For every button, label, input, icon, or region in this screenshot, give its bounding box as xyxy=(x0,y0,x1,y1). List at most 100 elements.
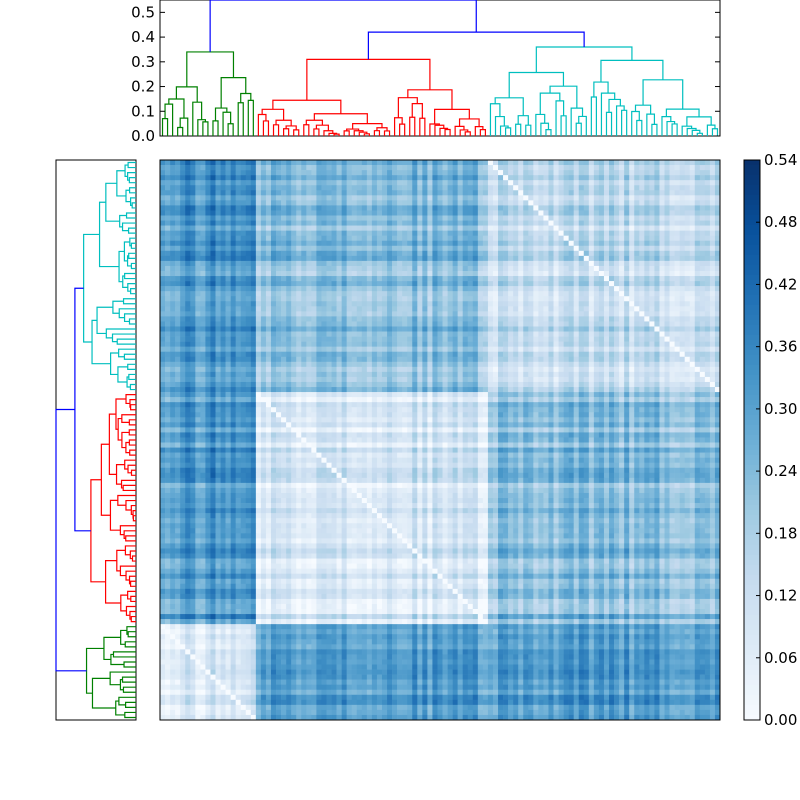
heatmap-cell xyxy=(422,366,428,373)
heatmap-cell xyxy=(659,250,665,257)
heatmap-cell xyxy=(387,366,393,373)
heatmap-cell xyxy=(472,371,479,378)
left-dendrogram-link xyxy=(118,250,125,283)
heatmap-cell xyxy=(583,291,590,297)
heatmap-cell xyxy=(714,286,721,292)
heatmap-cell xyxy=(659,240,665,247)
heatmap-cell xyxy=(523,205,529,211)
heatmap-cell xyxy=(472,301,479,307)
heatmap-cell xyxy=(437,270,443,277)
heatmap-cell xyxy=(185,165,191,171)
heatmap-cell xyxy=(573,245,580,252)
heatmap-cell xyxy=(654,170,660,176)
heatmap-cell xyxy=(452,356,458,363)
heatmap-cell xyxy=(412,270,418,277)
heatmap-cell xyxy=(260,276,267,282)
heatmap-cell xyxy=(381,281,388,287)
heatmap-cell xyxy=(654,291,660,297)
heatmap-cell xyxy=(447,175,453,181)
heatmap-cell xyxy=(518,200,524,206)
heatmap-cell xyxy=(402,301,408,307)
heatmap-cell xyxy=(210,235,216,242)
heatmap-cell xyxy=(321,296,327,302)
heatmap-cell xyxy=(467,321,474,327)
heatmap-cell xyxy=(452,301,458,307)
heatmap-cell xyxy=(437,331,443,337)
heatmap-cell xyxy=(603,260,610,267)
heatmap-cell xyxy=(684,190,691,196)
heatmap-cell xyxy=(200,291,206,297)
heatmap-cell xyxy=(351,371,358,378)
heatmap-cell xyxy=(376,195,383,201)
heatmap-cell xyxy=(170,175,176,181)
heatmap-cell xyxy=(331,366,337,373)
heatmap-cell xyxy=(593,296,600,302)
top-dendrogram-link xyxy=(367,31,585,60)
heatmap-cell xyxy=(452,160,458,166)
heatmap-cell xyxy=(326,351,332,358)
heatmap-cell xyxy=(437,291,443,297)
heatmap-cell xyxy=(634,180,640,186)
heatmap-cell xyxy=(245,371,252,378)
heatmap-cell xyxy=(624,235,630,242)
heatmap-cell xyxy=(356,245,363,252)
heatmap-cell xyxy=(432,255,438,262)
heatmap-cell xyxy=(397,205,403,211)
heatmap-cell xyxy=(518,371,524,378)
heatmap-cell xyxy=(210,331,216,337)
heatmap-cell xyxy=(709,165,716,171)
heatmap-cell xyxy=(366,366,373,373)
heatmap-cell xyxy=(548,346,554,353)
heatmap-cell xyxy=(281,351,287,358)
heatmap-cell xyxy=(593,195,600,201)
heatmap-cell xyxy=(341,255,347,262)
heatmap-cell xyxy=(311,301,317,307)
heatmap-cell xyxy=(381,200,388,206)
heatmap-cell xyxy=(200,311,206,317)
heatmap-cell xyxy=(265,291,272,297)
heatmap-cell xyxy=(432,260,438,267)
heatmap-cell xyxy=(225,366,231,373)
heatmap-cell xyxy=(442,205,448,211)
heatmap-cell xyxy=(593,260,600,267)
heatmap-cell xyxy=(286,240,292,247)
heatmap-cell xyxy=(472,265,479,272)
heatmap-cell xyxy=(603,321,610,327)
heatmap-cell xyxy=(694,276,701,282)
heatmap-cell xyxy=(609,371,615,378)
heatmap-cell xyxy=(543,165,549,171)
heatmap-cell xyxy=(714,190,721,196)
left-dendrogram-link xyxy=(118,696,136,706)
heatmap-cell xyxy=(437,366,443,373)
heatmap-cell xyxy=(593,270,600,277)
heatmap-cell xyxy=(482,276,489,282)
heatmap-cell xyxy=(548,291,554,297)
heatmap-cell xyxy=(523,341,529,347)
heatmap-cell xyxy=(185,276,191,282)
heatmap-cell xyxy=(346,371,353,378)
heatmap-cell xyxy=(165,180,171,186)
heatmap-cell xyxy=(235,346,242,353)
heatmap-cell xyxy=(609,175,615,181)
heatmap-cell xyxy=(553,296,559,302)
heatmap-cell xyxy=(387,316,393,322)
heatmap-cell xyxy=(392,321,398,327)
heatmap-cell xyxy=(664,175,670,181)
heatmap-cell xyxy=(240,286,247,292)
heatmap-cell xyxy=(578,356,585,363)
heatmap-cell xyxy=(684,326,691,332)
heatmap-cell xyxy=(482,215,489,221)
heatmap-cell xyxy=(371,281,378,287)
heatmap-cell xyxy=(356,276,363,282)
heatmap-cell xyxy=(316,341,322,347)
heatmap-cell xyxy=(170,270,176,277)
heatmap-cell xyxy=(205,210,211,216)
heatmap-cell xyxy=(679,185,685,191)
heatmap-cell xyxy=(654,356,660,363)
heatmap-cell xyxy=(341,336,347,342)
heatmap-cell xyxy=(442,170,448,176)
heatmap-cell xyxy=(452,331,458,337)
heatmap-cell xyxy=(583,270,590,277)
heatmap-cell xyxy=(190,281,196,287)
heatmap-cell xyxy=(356,336,363,342)
